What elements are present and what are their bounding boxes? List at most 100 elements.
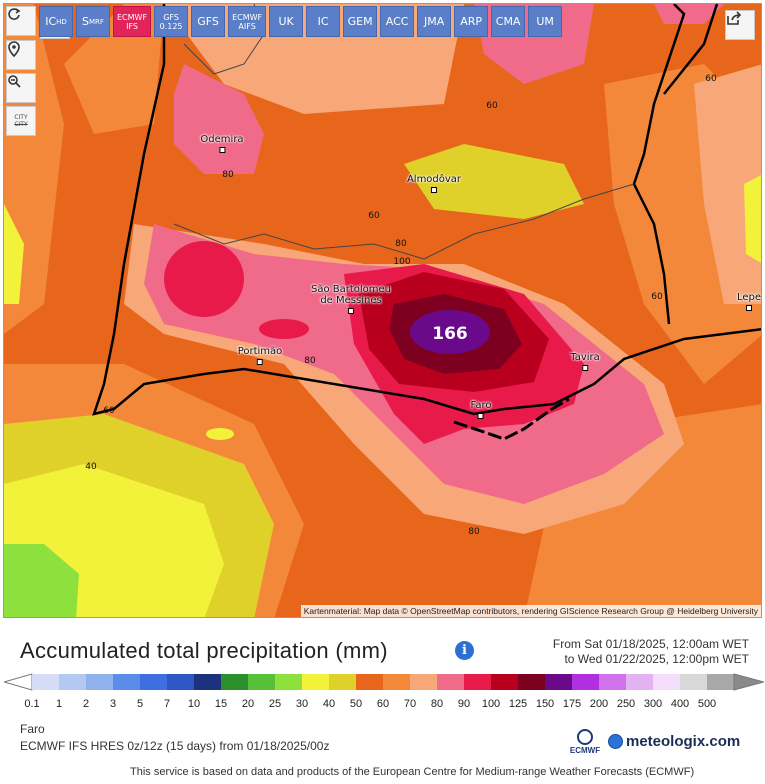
place-label: Portimão — [237, 346, 283, 357]
precipitation-map[interactable]: CITY CITY Odemira Almodôvar São Bartolom… — [3, 3, 762, 618]
info-button[interactable]: i — [455, 641, 474, 660]
place-odemira: Odemira — [200, 134, 244, 156]
data-disclaimer: This service is based on data and produc… — [130, 766, 695, 778]
contour-label: 60 — [651, 292, 663, 302]
range-from: From Sat 01/18/2025, 12:00am WET — [552, 637, 749, 651]
contour-label: 100 — [393, 257, 411, 267]
brand-name: meteologix.com — [626, 733, 741, 750]
scale-swatch — [707, 674, 735, 690]
maximum-value-label: 166 — [432, 324, 468, 344]
scale-swatch — [653, 674, 681, 690]
scale-swatch — [680, 674, 708, 690]
color-scale — [4, 673, 764, 691]
meteologix-logo[interactable]: meteologix.com — [608, 733, 740, 750]
location-name: Faro — [20, 722, 45, 736]
place-label: Tavira — [570, 352, 600, 363]
scale-swatch — [32, 674, 60, 690]
contour-label: 60 — [486, 101, 498, 111]
model-info: ECMWF IFS HRES 0z/12z (15 days) from 01/… — [20, 739, 330, 753]
place-portimao: Portimão — [237, 346, 283, 368]
scale-tick-label: 90 — [457, 698, 471, 710]
contour-label: 80 — [304, 356, 316, 366]
zoom-out-button[interactable] — [6, 73, 36, 103]
place-sao-bartolomeu: São Bartolomeu de Messines — [311, 284, 391, 317]
model-button-gfs[interactable]: GFS — [191, 6, 226, 37]
scale-swatch — [599, 674, 627, 690]
model-name: IC — [317, 14, 329, 28]
model-subname: IFS — [126, 21, 138, 31]
scale-swatch — [464, 674, 492, 690]
scale-swatch — [167, 674, 195, 690]
scale-tick-label: 5 — [136, 698, 144, 710]
scale-tick-label: 150 — [535, 698, 555, 710]
model-name: IC — [45, 14, 57, 28]
model-button-cma[interactable]: CMA — [491, 6, 526, 37]
model-button-acc[interactable]: ACC — [380, 6, 415, 37]
model-button-gem[interactable]: GEM — [343, 6, 378, 37]
contour-label: 60 — [103, 406, 115, 416]
scale-swatch — [221, 674, 249, 690]
place-lepe: Lepe — [737, 292, 761, 314]
scale-swatch — [491, 674, 519, 690]
place-label: Lepe — [736, 292, 762, 303]
scale-tick-label: 15 — [214, 698, 228, 710]
scale-swatch — [194, 674, 222, 690]
scale-swatch — [383, 674, 411, 690]
model-name: GEM — [347, 14, 373, 28]
place-label: Faro — [470, 400, 492, 411]
scale-swatch — [356, 674, 384, 690]
place-marker — [257, 359, 263, 365]
city-toggle-button[interactable]: CITY CITY — [6, 106, 36, 136]
scale-swatch — [140, 674, 168, 690]
scale-swatch — [437, 674, 465, 690]
reload-button[interactable] — [6, 6, 36, 36]
place-label: Odemira — [200, 134, 244, 145]
scale-tick-label: 250 — [616, 698, 636, 710]
range-to: to Wed 01/22/2025, 12:00pm WET — [564, 652, 749, 666]
model-button-s-mrf[interactable]: S MRF — [76, 6, 110, 37]
model-name: ECMWF — [232, 12, 263, 22]
scale-tick-label: 3 — [109, 698, 117, 710]
scale-tick-label: 7 — [163, 698, 171, 710]
model-button-jma[interactable]: JMA — [417, 6, 452, 37]
scale-swatch — [59, 674, 87, 690]
model-button-arp[interactable]: ARP — [454, 6, 489, 37]
share-button[interactable] — [725, 10, 755, 40]
reload-icon — [8, 8, 21, 20]
scale-swatch — [248, 674, 276, 690]
info-icon: i — [462, 643, 467, 658]
scale-swatch — [302, 674, 330, 690]
model-subname: HD — [56, 17, 67, 26]
location-button[interactable] — [6, 40, 36, 70]
model-button-ic[interactable]: IC — [306, 6, 341, 37]
city-label-top: CITY — [14, 114, 28, 121]
place-marker — [477, 413, 484, 419]
scale-tick-label: 60 — [376, 698, 390, 710]
map-title: Accumulated total precipitation (mm) — [20, 638, 388, 663]
place-faro: Faro — [470, 400, 492, 422]
model-name: UK — [278, 14, 294, 28]
ecmwf-logo: ECMWF — [566, 729, 604, 755]
contour-label: 60 — [705, 74, 717, 84]
model-name: ACC — [385, 14, 409, 28]
model-button-um[interactable]: UM — [528, 6, 563, 37]
city-label-bottom: CITY — [14, 121, 28, 128]
scale-swatch — [410, 674, 438, 690]
scale-tick-label: 300 — [643, 698, 663, 710]
model-name: JMA — [423, 14, 445, 28]
globe-icon — [608, 734, 623, 749]
model-selector: IC HD S MRF ECMWF IFS GFS 0.125 GFS ECMWF AIFS UK IC… — [39, 6, 563, 37]
model-button-ecmwf-aifs[interactable]: ECMWF AIFS — [228, 6, 267, 37]
scale-tick-label: 2 — [82, 698, 90, 710]
model-button-ic-hd[interactable]: IC HD — [39, 6, 73, 37]
scale-tick-label: 1 — [55, 698, 63, 710]
ecmwf-label: ECMWF — [569, 746, 601, 755]
model-name: GFS — [163, 12, 179, 22]
scale-tick-label: 400 — [670, 698, 690, 710]
model-button-ecmwf-ifs[interactable]: ECMWF IFS — [113, 6, 152, 37]
model-button-gfs-0-125[interactable]: GFS 0.125 — [154, 6, 189, 37]
scale-tick-label: 25 — [268, 698, 282, 710]
place-marker — [582, 365, 588, 371]
model-subname: 0.125 — [159, 21, 183, 31]
model-button-uk[interactable]: UK — [269, 6, 304, 37]
